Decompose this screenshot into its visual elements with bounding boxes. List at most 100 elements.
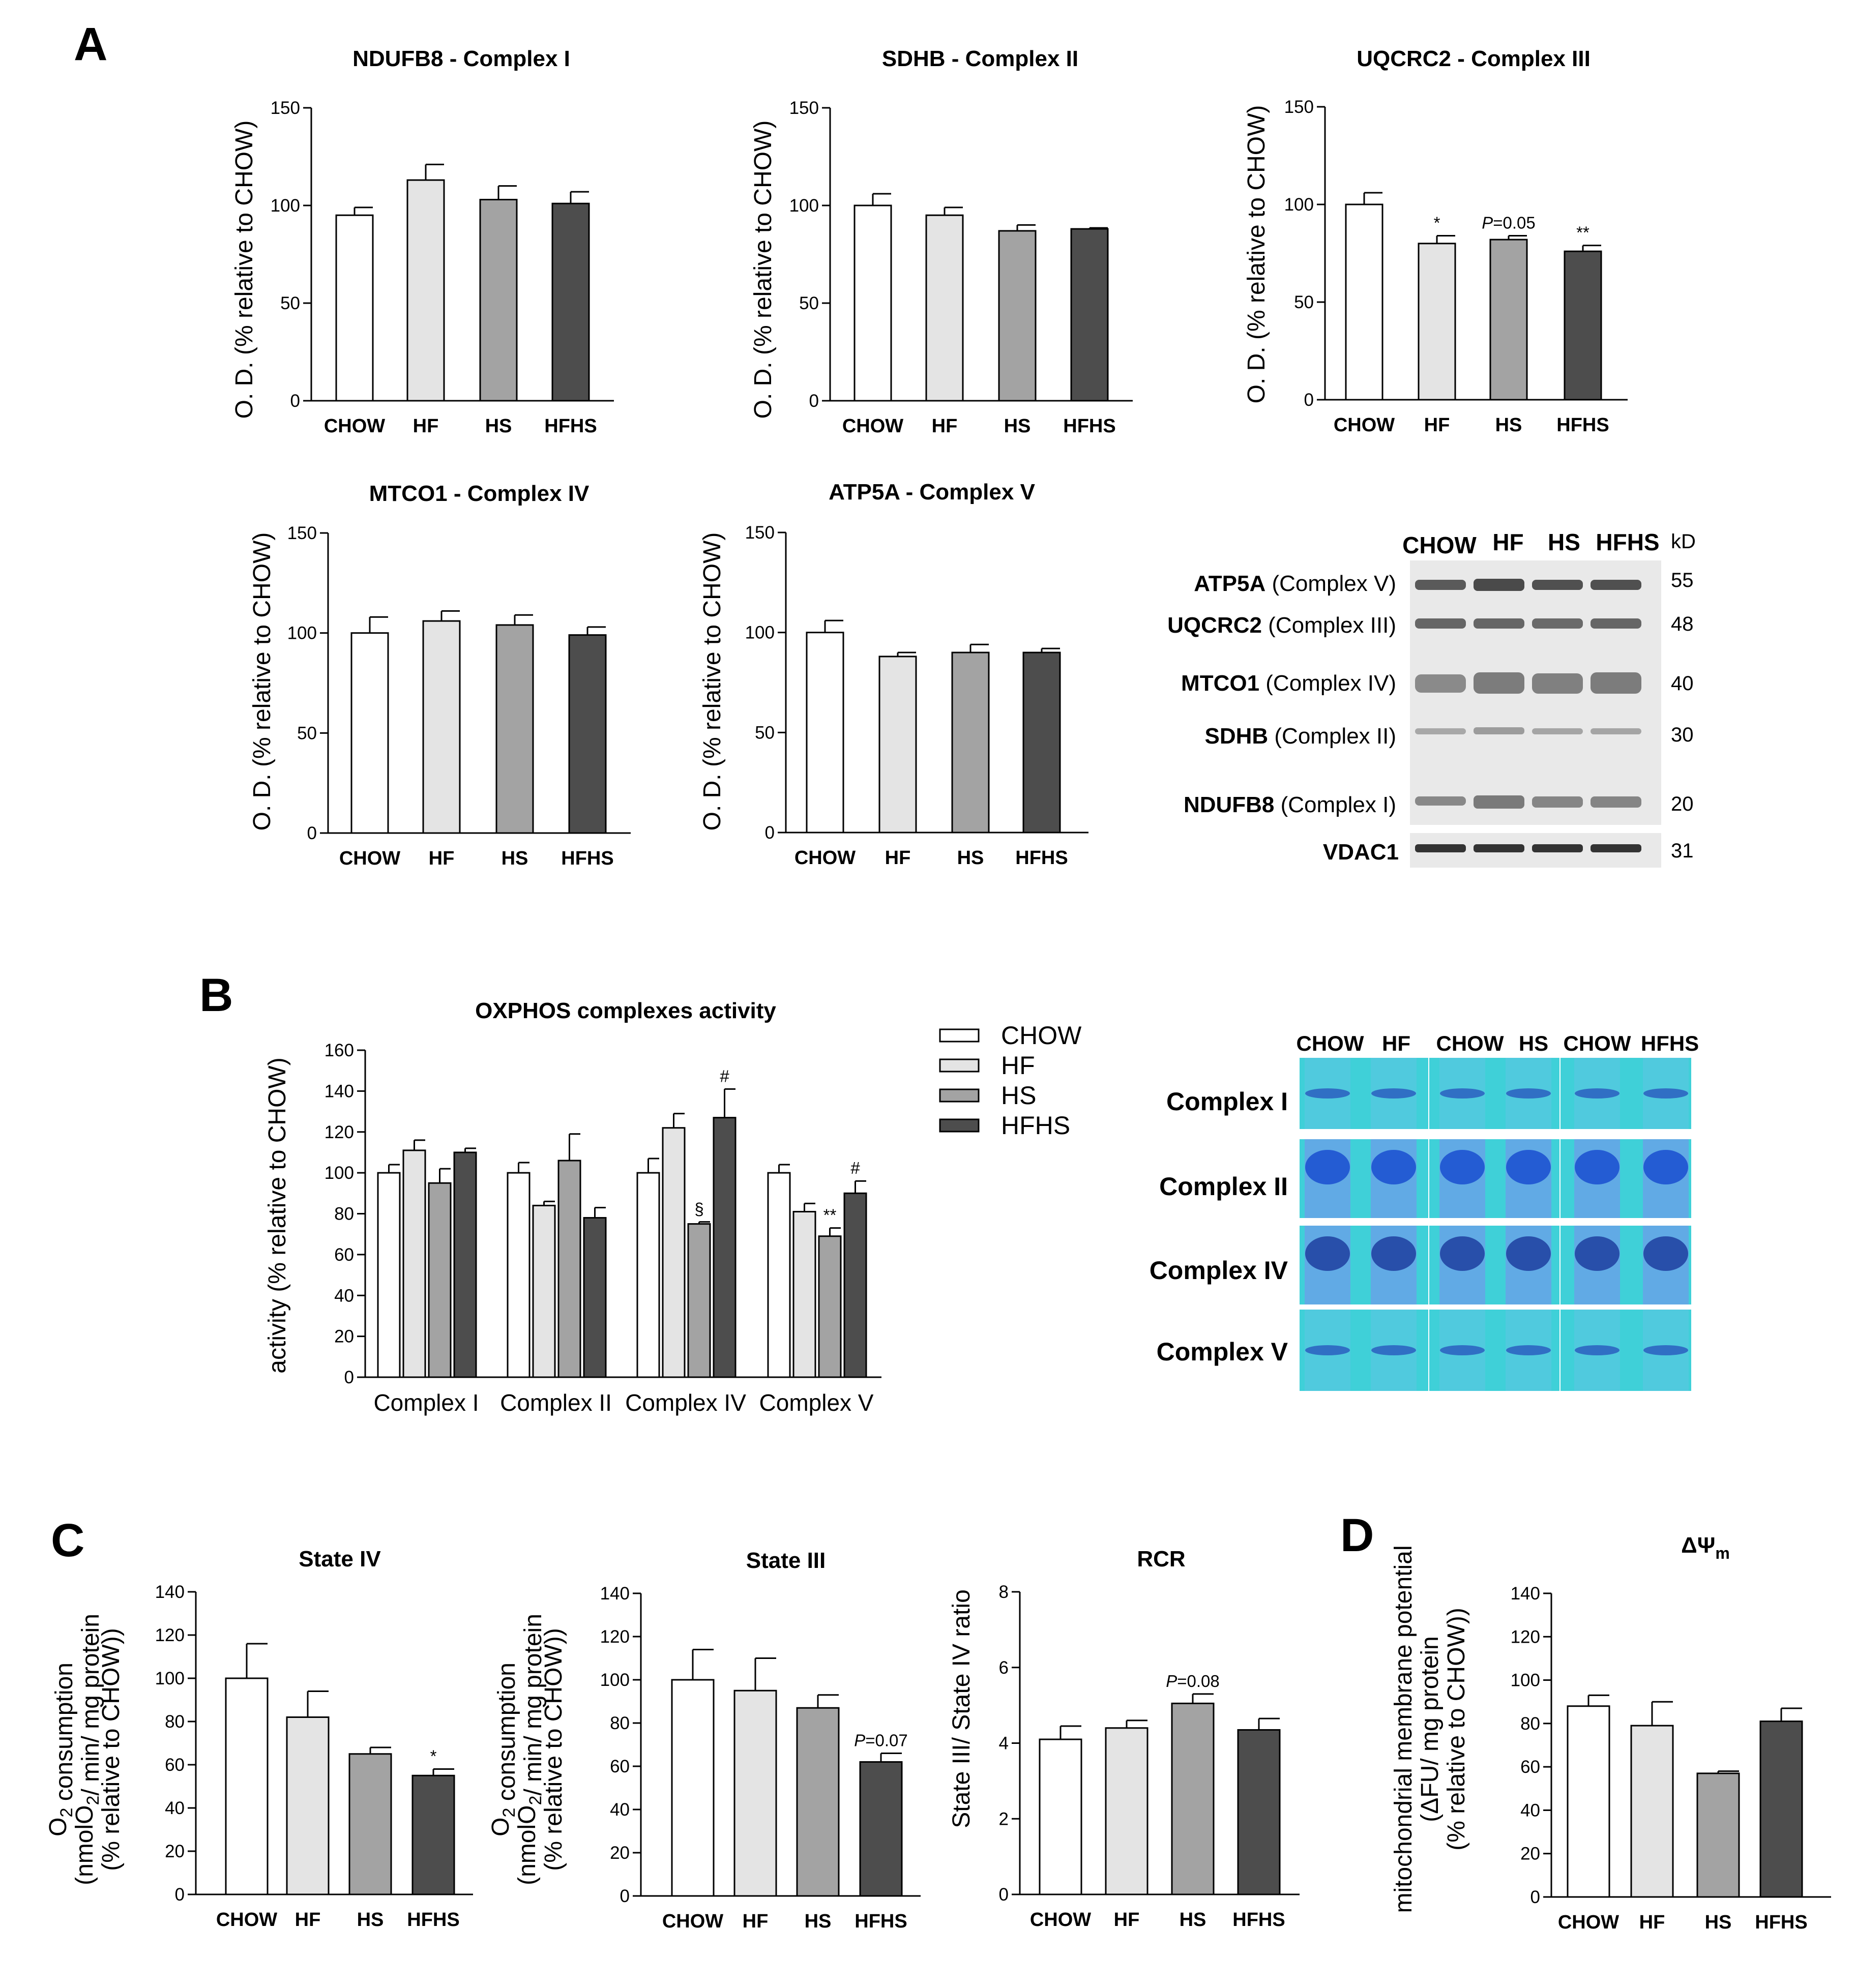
bar-atp5a-hs	[951, 651, 990, 834]
annotation-state3-hfhs: P=0.07	[854, 1731, 908, 1750]
bar-rcr-chow	[1039, 1738, 1082, 1895]
y-tick-label: 50	[799, 293, 819, 313]
y-tick-label: 100	[287, 624, 317, 643]
blot-row-sdhb: SDHB (Complex II)	[1204, 724, 1396, 749]
y-tick-label: 50	[280, 293, 300, 313]
chart-title-atp5a: ATP5A - Complex V	[829, 480, 1035, 505]
blot-kd-31: 31	[1671, 840, 1694, 862]
x-tick-label-hfhs: HFHS	[407, 1909, 459, 1931]
x-tick-label-chow: CHOW	[216, 1909, 277, 1931]
x-tick-label-hf: HF	[885, 847, 911, 869]
y-tick-label: 40	[165, 1798, 185, 1818]
y-tick-label: 140	[600, 1584, 630, 1604]
gel-band	[1575, 1088, 1620, 1099]
x-tick-label-hf: HF	[1639, 1912, 1665, 1933]
annotation-complex-v-hs: **	[823, 1206, 837, 1225]
chart-state3: State III 0 20 40 60 80 100 120 140 O2 consumptio…	[487, 1548, 921, 1932]
gel-band	[1305, 1150, 1350, 1184]
legend-swatch-hs	[939, 1088, 980, 1103]
chart-ndufb8: NDUFB8 - Complex I 0 50 100 150 O. D. (% rela…	[231, 46, 614, 437]
y-tick-label: 140	[325, 1081, 354, 1101]
bar-rcr-hs	[1171, 1702, 1215, 1895]
bar-uqcrc2-hf	[1418, 243, 1456, 401]
y-tick-label: 4	[999, 1734, 1009, 1754]
y-tick-label: 50	[755, 723, 775, 743]
bar-state3-hfhs	[859, 1761, 903, 1897]
chart-title-uqcrc2: UQCRC2 - Complex III	[1357, 46, 1591, 71]
bar-oxphos-complex-iv-hs	[687, 1223, 711, 1378]
panel-label-d: D	[1340, 1509, 1374, 1561]
bar-mtco1-chow	[350, 632, 389, 834]
x-tick-label-hf: HF	[413, 416, 439, 437]
gel-band	[1305, 1345, 1350, 1355]
bar-oxphos-complex-i-hf	[402, 1149, 426, 1378]
y-tick-label: 8	[999, 1582, 1009, 1602]
x-tick-label-hfhs: HFHS	[1063, 416, 1115, 437]
legend-label-chow: CHOW	[1001, 1021, 1082, 1050]
blot-kd-55: 55	[1671, 569, 1694, 591]
annotation-rcr-hs: P=0.08	[1166, 1672, 1220, 1690]
chart-uqcrc2: UQCRC2 - Complex III 0 50 100 150 O. D. (% re…	[1243, 46, 1628, 436]
gel-band	[1440, 1088, 1485, 1099]
x-tick-label-chow: CHOW	[324, 416, 385, 437]
y-tick-label: 0	[1304, 390, 1314, 410]
x-tick-label-hfhs: HFHS	[855, 1911, 907, 1932]
gel-band	[1506, 1150, 1551, 1184]
y-axis-label-atp5a: O. D. (% relative to CHOW)	[699, 532, 726, 831]
bar-oxphos-complex-i-hs	[428, 1182, 452, 1378]
gel-column-hf: HF	[1382, 1031, 1410, 1055]
gel-band	[1440, 1150, 1485, 1184]
x-tick-label-hf: HF	[295, 1909, 321, 1931]
blot-row-mtco1: MTCO1 (Complex IV)	[1181, 671, 1396, 696]
y-tick-label: 60	[334, 1245, 354, 1265]
bar-oxphos-complex-iv-hfhs	[713, 1117, 737, 1378]
gel-band	[1575, 1345, 1620, 1355]
y-tick-label: 20	[165, 1842, 185, 1861]
blot-row-ndufb8: NDUFB8 (Complex I)	[1184, 792, 1396, 817]
panel-label-a: A	[74, 18, 107, 70]
legend-label-hf: HF	[1001, 1051, 1035, 1080]
bar-ndufb8-hfhs	[551, 202, 590, 402]
blot-bands	[1415, 579, 1641, 852]
gel-column-hfhs: HFHS	[1641, 1031, 1699, 1055]
gel-band	[1440, 1345, 1485, 1355]
annotation-uqcrc2-hf: *	[1434, 213, 1440, 232]
blot-kd-30: 30	[1671, 724, 1694, 746]
gel-band	[1305, 1088, 1350, 1099]
y-tick-label: 100	[325, 1163, 354, 1183]
x-tick-label-hs: HS	[1180, 1909, 1206, 1931]
bar-oxphos-complex-i-hfhs	[453, 1151, 477, 1378]
annotation-uqcrc2-hfhs: **	[1576, 223, 1589, 242]
y-tick-label: 40	[1520, 1800, 1540, 1820]
bar-uqcrc2-chow	[1345, 203, 1383, 401]
y-tick-label: 100	[1511, 1671, 1540, 1690]
legend-swatch-chow	[939, 1028, 980, 1043]
bar-atp5a-hf	[878, 656, 917, 834]
gel-row-complex-iv: Complex IV	[1150, 1256, 1288, 1285]
chart-title-ndufb8: NDUFB8 - Complex I	[352, 46, 570, 71]
y-axis-label-ndufb8: O. D. (% relative to CHOW)	[231, 121, 258, 419]
bar-oxphos-complex-ii-hs	[557, 1160, 581, 1378]
annotation-complex-iv-hfhs: #	[720, 1066, 729, 1085]
y-tick-label: 40	[610, 1800, 630, 1820]
bar-atp5a-chow	[806, 632, 844, 834]
gel-band	[1506, 1088, 1551, 1099]
legend-swatch-hf	[939, 1058, 980, 1073]
x-tick-label-hf: HF	[1424, 414, 1450, 436]
y-axis-label-line-state4: O2 consumption	[45, 1663, 78, 1836]
bar-rcr-hf	[1105, 1727, 1149, 1895]
gel-column-chow-2: CHOW	[1436, 1031, 1504, 1055]
y-tick-label: 150	[287, 523, 317, 543]
chart-title-rcr: RCR	[1137, 1547, 1185, 1571]
gel-column-chow-3: CHOW	[1564, 1031, 1631, 1055]
blot-kd-40: 40	[1671, 672, 1694, 695]
chart-state4: State IV 0 20 40 60 80 100 120 140 O2 consumption…	[45, 1547, 473, 1931]
blot-kd-20: 20	[1671, 793, 1694, 815]
y-tick-label: 60	[165, 1755, 185, 1775]
y-tick-label: 120	[1511, 1627, 1540, 1647]
x-tick-label-hs: HS	[502, 848, 528, 869]
y-tick-label: 80	[165, 1712, 185, 1732]
gel-row-complex-v: Complex V	[1157, 1338, 1288, 1366]
y-axis-label-rcr: State III/ State IV ratio	[948, 1589, 975, 1828]
x-tick-label-hf: HF	[429, 848, 455, 869]
